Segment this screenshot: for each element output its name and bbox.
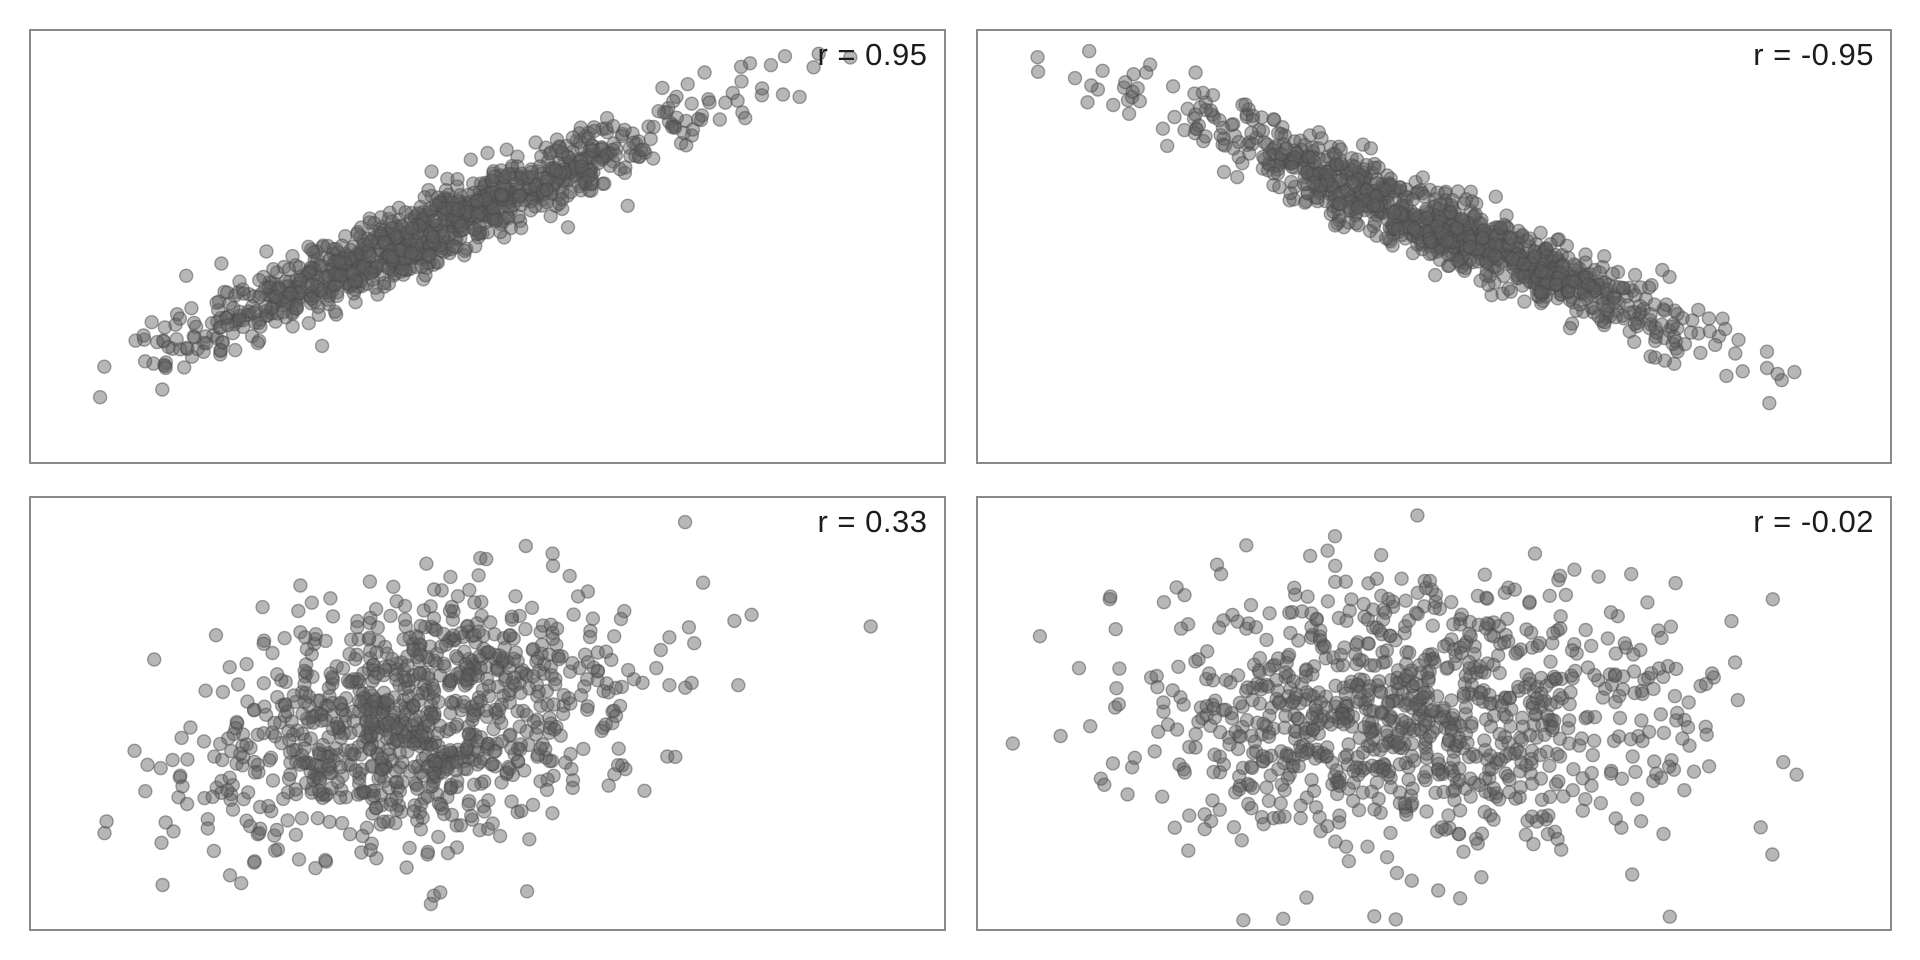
panel-bottom-right: r = -0.02 [975,496,1892,931]
correlation-label: r = 0.33 [817,504,928,539]
correlation-label: r = -0.95 [1753,37,1874,72]
correlation-label: r = 0.95 [817,37,928,72]
correlation-label: r = -0.02 [1753,504,1874,539]
panel-top-right: r = -0.95 [975,29,1892,464]
correlation-scatter-grid: r = 0.95 r = -0.95 r = 0.33 r = -0.02 [29,29,1892,931]
scatter-plot-top-right [1029,43,1802,411]
panel-bottom-left: r = 0.33 [29,496,946,931]
panel-top-left: r = 0.95 [29,29,946,464]
scatter-plot-bottom-left [97,514,878,912]
scatter-plot-bottom-right [1005,508,1804,928]
scatter-plot-top-left [92,46,858,405]
